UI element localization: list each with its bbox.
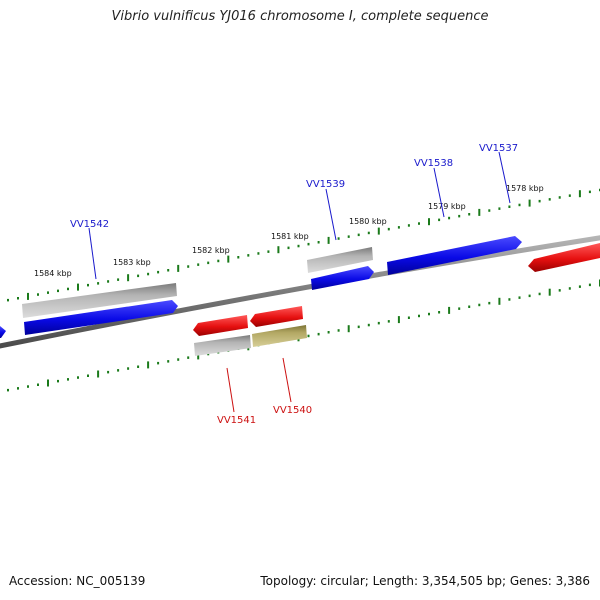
gene-partial-left[interactable] <box>0 326 6 338</box>
gene-label-vv1538[interactable]: VV1538 <box>414 158 453 169</box>
gene-label-vv1542[interactable]: VV1542 <box>70 219 109 230</box>
gene-labels: VV1537 VV1538 VV1539 VV1542 VV1540 VV154… <box>70 143 518 426</box>
leader-vv1539 <box>325 188 337 241</box>
feature-olive-lower[interactable] <box>252 325 307 347</box>
leader-vv1538 <box>433 167 445 218</box>
feature-gray-lower[interactable] <box>194 335 251 356</box>
ruler-label-1582: 1582 kbp <box>192 246 230 255</box>
ruler-label-1583: 1583 kbp <box>113 258 151 267</box>
leader-vv1542 <box>88 227 97 280</box>
ruler-label-1579: 1579 kbp <box>428 202 466 211</box>
reverse-neutral-features <box>194 325 307 356</box>
label-leader-lines <box>88 151 511 413</box>
ruler-label-1578: 1578 kbp <box>506 184 544 193</box>
leader-vv1541 <box>226 367 235 413</box>
sequence-summary-text: Topology: circular; Length: 3,354,505 bp… <box>260 574 590 588</box>
forward-genes <box>0 236 522 338</box>
ruler-label-1584: 1584 kbp <box>34 269 72 278</box>
gene-vv1539[interactable] <box>311 266 374 290</box>
upper-ruler-ticks <box>7 188 600 302</box>
gene-vv1541[interactable] <box>193 315 248 336</box>
accession-text: Accession: NC_005139 <box>9 574 146 588</box>
gene-label-vv1541[interactable]: VV1541 <box>217 415 256 426</box>
gene-vv1542[interactable] <box>24 300 178 335</box>
gene-vv1540[interactable] <box>250 306 303 327</box>
leader-vv1537 <box>498 151 511 204</box>
gene-label-vv1537[interactable]: VV1537 <box>479 143 518 154</box>
feature-gray-upper-mid[interactable] <box>307 247 373 273</box>
ruler-label-1581: 1581 kbp <box>271 232 309 241</box>
feature-gray-upper-left[interactable] <box>22 283 177 318</box>
gene-label-vv1540[interactable]: VV1540 <box>273 405 312 416</box>
reverse-genes <box>193 243 600 336</box>
leader-vv1540 <box>282 357 292 403</box>
gene-label-vv1539[interactable]: VV1539 <box>306 179 345 190</box>
ruler-label-1580: 1580 kbp <box>349 217 387 226</box>
chromosome-backbone <box>0 235 600 349</box>
forward-neutral-features <box>22 247 373 318</box>
map-title: Vibrio vulnificus YJ016 chromosome I, co… <box>111 9 489 24</box>
ruler-labels: 1578 kbp 1579 kbp 1580 kbp 1581 kbp 1582… <box>34 184 544 278</box>
gene-vv1538[interactable] <box>387 236 522 275</box>
gene-vv1537[interactable] <box>528 243 600 272</box>
